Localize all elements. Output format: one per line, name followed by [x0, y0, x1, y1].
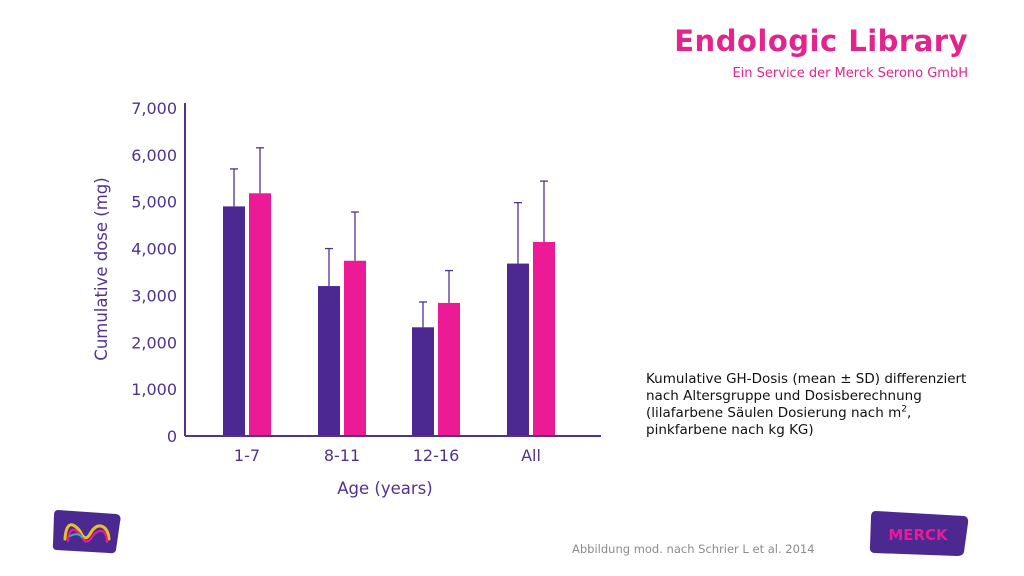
- bar-series1-12-16: [412, 327, 434, 436]
- x-tick-label: 8-11: [324, 446, 360, 465]
- y-tick-labels: 0 1,000 2,000 3,000 4,000 5,000 6,000 7,000: [131, 99, 177, 446]
- y-axis-label: Cumulative dose (mg): [92, 177, 111, 360]
- y-tick-label: 2,000: [131, 333, 177, 352]
- x-tick-label: 1-7: [234, 446, 260, 465]
- brand-title: Endologic Library: [674, 24, 968, 58]
- x-tick-label: 12-16: [413, 446, 460, 465]
- merck-wordmark-logo: MERCK: [869, 511, 969, 556]
- y-tick-label: 1,000: [131, 380, 177, 399]
- y-tick-label: 4,000: [131, 240, 177, 259]
- merck-wordmark-text: MERCK: [888, 526, 949, 544]
- bar-series2-All: [533, 242, 555, 436]
- bar-series2-12-16: [438, 302, 460, 436]
- bars-layer: [223, 193, 555, 436]
- bar-series2-8-11: [344, 260, 366, 436]
- caption-line-3-prefix: (lilafarbene Säulen Dosierung nach m: [646, 405, 902, 421]
- x-axis-label: Age (years): [337, 479, 432, 498]
- chart-caption: Kumulative GH-Dosis (mean ± SD) differen…: [646, 371, 1006, 439]
- y-tick-label: 0: [167, 427, 177, 446]
- y-tick-label: 7,000: [131, 99, 177, 118]
- error-bars-layer: [230, 147, 548, 328]
- x-tick-labels: 1-7 8-11 12-16 All: [234, 446, 541, 465]
- bar-series1-All: [507, 263, 529, 436]
- source-citation: Abbildung mod. nach Schrier L et al. 201…: [572, 542, 815, 556]
- bar-series1-8-11: [318, 286, 340, 436]
- caption-superscript: 2: [901, 404, 907, 415]
- merck-m-logo-icon: [52, 510, 121, 554]
- caption-line-3-suffix: ,: [906, 405, 912, 421]
- bar-series1-1-7: [223, 206, 245, 436]
- y-tick-label: 3,000: [131, 286, 177, 305]
- caption-line-2: nach Altersgruppe und Dosisberechnung: [646, 388, 922, 404]
- caption-line-1: Kumulative GH-Dosis (mean ± SD) differen…: [646, 371, 967, 387]
- caption-line-3: (lilafarbene Säulen Dosierung nach m2,: [646, 405, 1006, 422]
- x-tick-label: All: [521, 446, 541, 465]
- brand-subtitle: Ein Service der Merck Serono GmbH: [732, 66, 968, 81]
- bar-series2-1-7: [249, 193, 271, 436]
- y-tick-label: 6,000: [131, 146, 177, 165]
- y-tick-label: 5,000: [131, 193, 177, 212]
- caption-line-4: pinkfarbene nach kg KG): [646, 422, 814, 438]
